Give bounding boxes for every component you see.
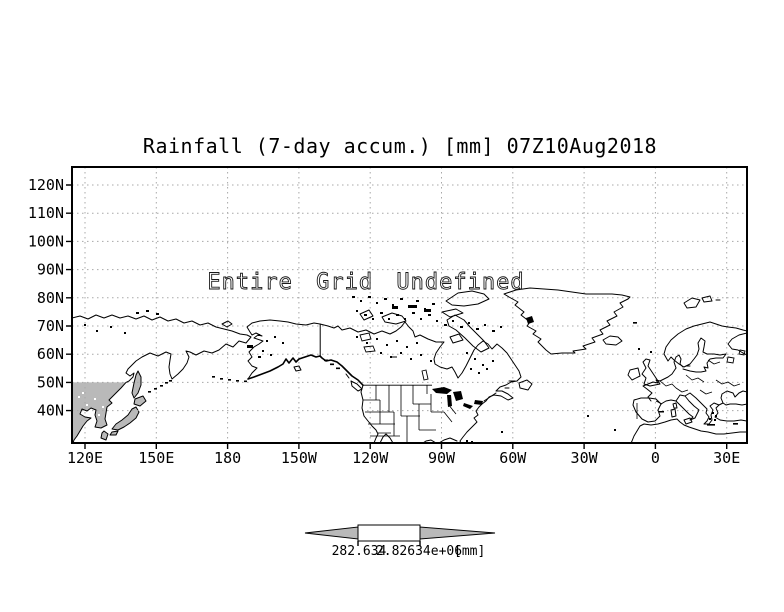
- x-tick-label: 90W: [428, 449, 456, 467]
- baltic-south-east-coastline: [682, 353, 727, 373]
- arctic-archipelago-speckles: [352, 296, 502, 332]
- alaska-canada-arctic-coastline: [246, 319, 522, 442]
- x-tick-label: 120W: [352, 449, 389, 467]
- france-northsea-coastline: [642, 367, 677, 402]
- parry-islands: [392, 305, 431, 312]
- balkans-greece-coastline: [684, 392, 746, 425]
- us-west-coastline: [360, 384, 393, 442]
- black-sea-north-coastline: [720, 390, 746, 404]
- greenland-coastline: [503, 287, 631, 355]
- alaska-south-coastline: [247, 354, 364, 386]
- banks-island: [359, 309, 374, 321]
- x-tick-label: 60W: [499, 449, 527, 467]
- sakhalin-island: [131, 370, 142, 399]
- shaded-region-east-asia: [73, 370, 147, 442]
- colorbar-ticks: [357, 541, 421, 546]
- lakes: [359, 332, 497, 409]
- scandinavia-coastline: [663, 321, 746, 368]
- y-axis-ticks: [66, 184, 72, 412]
- white-sea-kola-coastline: [727, 332, 746, 356]
- x-axis-labels: 120E 150E 180 150W 120W 90W 60W 30W 0 30…: [67, 449, 740, 467]
- y-tick-label: 40N: [37, 402, 64, 420]
- x-tick-label: 30W: [571, 449, 599, 467]
- colorbar-right-value: 2.82634e+06: [376, 544, 462, 559]
- x-axis-ticks: [84, 443, 728, 449]
- x-tick-label: 120E: [67, 449, 103, 467]
- y-tick-label: 120N: [28, 176, 64, 194]
- canada-lake-speckles: [356, 336, 494, 374]
- kuril-islands: [148, 380, 172, 393]
- great-britain: [641, 358, 661, 387]
- southampton-island: [449, 333, 464, 344]
- us-state-borders: [363, 385, 457, 442]
- x-tick-label: 150W: [281, 449, 318, 467]
- kodiak-island: [293, 365, 302, 372]
- colorbar-right-arrow: [419, 526, 496, 540]
- map-canvas: Entire Grid Undefined: [73, 168, 746, 442]
- mediterranean-islands: [659, 411, 738, 426]
- vancouver-island: [345, 373, 363, 392]
- shaded-china-korea: [73, 382, 126, 442]
- canadian-lakes: [359, 332, 429, 381]
- coastlines: [73, 287, 746, 442]
- devon-island: [441, 308, 464, 318]
- colorbar: 282.634 2.82634e+06 [mm]: [304, 524, 496, 559]
- y-tick-label: 100N: [28, 232, 64, 250]
- newfoundland-island: [504, 379, 533, 391]
- colorbar-units: [mm]: [454, 544, 485, 559]
- hokkaido-island: [133, 395, 147, 407]
- europe-country-borders: [636, 359, 741, 419]
- y-tick-label: 110N: [28, 204, 64, 222]
- corsica-sardinia-sicily: [670, 402, 693, 425]
- plot-title: Rainfall (7-day accum.) [mm] 07Z10Aug201…: [143, 134, 657, 158]
- political-borders: [363, 359, 741, 442]
- y-tick-label: 80N: [37, 289, 64, 307]
- ireland: [627, 367, 641, 381]
- siberia-east-asia-coastline: [73, 314, 252, 442]
- x-tick-label: 150E: [138, 449, 174, 467]
- plot-frame: [71, 166, 748, 444]
- kyushu-island: [100, 430, 109, 441]
- colorbar-box: [357, 524, 421, 542]
- undefined-grid-message: Entire Grid Undefined: [207, 270, 524, 295]
- jan-mayen: [633, 322, 652, 353]
- shikoku-island: [109, 430, 119, 436]
- atlantic-islands: [466, 415, 616, 442]
- gulf-of-mexico-coastline: [423, 437, 458, 442]
- victoria-island: [381, 312, 407, 325]
- north-africa-coastline: [630, 418, 746, 442]
- baffin-island: [446, 314, 490, 353]
- wrangel-island: [221, 320, 233, 328]
- y-tick-label: 60N: [37, 345, 64, 363]
- svalbard: [683, 295, 721, 309]
- y-tick-label: 50N: [37, 373, 64, 391]
- colorbar-left-arrow: [304, 526, 359, 540]
- turkey-coastline: [714, 404, 746, 422]
- y-axis-labels: 120N 110N 100N 90N 80N 70N 60N 50N 40N: [28, 176, 64, 420]
- island-speckles: [84, 296, 502, 374]
- iceland: [602, 335, 623, 346]
- x-tick-label: 180: [214, 449, 241, 467]
- disko-bay-fjords: [526, 316, 534, 324]
- colorbar-left-value: 282.634: [332, 544, 387, 559]
- y-tick-label: 70N: [37, 317, 64, 335]
- bering-sea-islands: [247, 345, 261, 358]
- honshu-island: [111, 406, 140, 431]
- aleutian-islands: [212, 359, 340, 383]
- mediterranean-france-italy: [660, 394, 700, 421]
- st-lawrence-river: [483, 392, 497, 402]
- great-lakes: [432, 387, 483, 409]
- x-tick-label: 30E: [713, 449, 740, 467]
- ellesmere-island: [445, 290, 490, 307]
- y-tick-label: 90N: [37, 261, 64, 279]
- lake-ladoga: [726, 349, 746, 364]
- alaska-siberia-speckles: [84, 310, 284, 356]
- x-tick-label: 0: [651, 449, 660, 467]
